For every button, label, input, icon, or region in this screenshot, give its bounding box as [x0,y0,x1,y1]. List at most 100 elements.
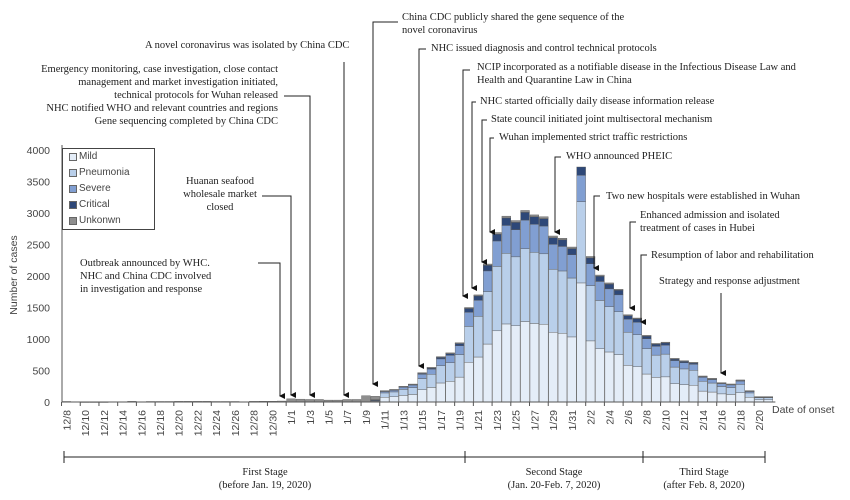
bar-segment-unkonwn [501,215,511,219]
bar-segment-unkonwn [454,342,465,344]
bar-segment-severe [623,318,633,333]
bar-segment-critical [511,222,521,230]
bar-segment-mild [511,325,521,403]
bar-segment-unkonwn [614,289,624,291]
legend-label: Mild [79,151,98,162]
annotation-pheic: WHO announced PHEIC [566,151,673,162]
x-tick-label: 1/7 [342,410,354,425]
annotation-hospitals: Two new hospitals were established in Wu… [606,191,801,202]
annotation-traffic: Wuhan implemented strict traffic restric… [499,132,688,143]
bar-segment-critical [473,295,483,301]
x-tick-label: 2/2 [586,410,598,425]
bar-segment-mild [698,390,708,403]
x-tick-label: 12/24 [211,410,223,436]
bar-segment-unkonwn [754,396,764,398]
bar-segment-critical [614,290,624,296]
bar-segment-severe [670,360,680,368]
x-tick-label: 1/3 [305,410,317,425]
x-tick-label: 12/12 [99,410,111,436]
bar-segment-severe [707,379,717,384]
annotation-line: NHC notified WHO and relevant countries … [46,103,278,114]
legend-item-pneumonia: Pneumonia [63,165,154,181]
bar-segment-pneumonia [445,362,455,382]
bar-segment-severe [557,246,568,272]
bar-segment-severe [464,312,474,327]
bar-segment-mild [417,389,427,403]
stage-name: Third Stage [679,467,729,478]
bar-segment-pneumonia [642,348,652,375]
arrow-enhanced [629,221,636,311]
annotation-line: novel coronavirus [402,25,478,36]
bar-segment-critical [501,217,511,226]
bar-segment-severe [717,383,727,387]
bar-segment-mild [539,323,549,403]
stage-period: (Jan. 20-Feb. 7, 2020) [507,480,601,491]
annotation-huanan: Huanan seafood wholesale market closed [178,175,262,214]
bar-segment-pneumonia [651,354,661,378]
bar-segment-pneumonia [389,391,399,397]
x-tick-label: 1/17 [436,410,448,431]
stage-third: Third Stage (after Feb. 8, 2020) [629,466,779,492]
bar-segment-severe [520,219,530,249]
bar-segment-mild [745,397,755,403]
x-tick-label: 2/18 [735,410,747,431]
legend-label: Critical [79,199,110,210]
bar-segment-unkonwn [679,360,689,362]
bar-segment-mild [408,394,418,403]
bar-segment-pneumonia [567,277,577,338]
bar-segment-pneumonia [408,387,418,395]
annotation-shared: China CDC publicly shared the gene seque… [402,11,624,37]
annotation-line: Huanan seafood [186,176,254,187]
bar-segment-mild [567,336,577,403]
x-tick-label: 2/6 [623,410,635,425]
bar-segment-mild [445,381,455,403]
y-tick-label: 2000 [27,271,51,283]
stage-second: Second Stage (Jan. 20-Feb. 7, 2020) [479,466,629,492]
y-tick-label: 3500 [27,177,51,189]
bar-segment-unkonwn [595,274,605,277]
x-tick-label: 12/8 [61,410,73,431]
y-axis-label: Number of cases [8,235,20,314]
x-tick-label: 12/28 [249,410,261,436]
bar-segment-pneumonia [557,270,568,334]
legend: Mild Pneumonia Severe Critical Unkonwn [62,148,155,230]
stage-bracket [63,451,766,463]
bar-segment-critical [604,283,614,290]
bar-segment-pneumonia [754,397,764,400]
bar-segment-pneumonia [745,392,755,398]
arrow-state [481,119,487,265]
x-tick-label: 1/13 [398,410,410,431]
legend-label: Unkonwn [79,215,121,226]
bar-segment-pneumonia [614,311,624,355]
bar-segment-unkonwn [726,383,736,385]
bar-segment-severe [426,368,437,375]
x-tick-label: 1/23 [492,410,504,431]
bar-segment-pneumonia [604,306,614,353]
arrow-shared [372,21,398,387]
arrow-daily [471,101,477,291]
annotation-enhanced: Enhanced admission and isolated treatmen… [640,209,780,235]
bar-segment-critical [539,218,549,227]
bar-segment-critical [567,248,577,255]
bar-segment-unkonwn [473,294,483,297]
annotation-line: Emergency monitoring, case investigation… [41,64,278,75]
x-tick-label: 2/8 [642,410,654,425]
bar-segment-critical [483,265,493,272]
bar-segment-unkonwn [623,314,633,316]
annotation-line: Outbreak announced by WHC. [80,258,210,269]
annotation-line: technical protocols for Wuhan released [114,90,278,101]
bar-segment-unkonwn [417,372,427,374]
bar-segment-mild [398,395,408,403]
bar-segment-severe [698,377,708,382]
annotation-line: NCIP incorporated as a notifiable diseas… [477,62,796,73]
bar-segment-unkonwn [763,396,774,398]
bar-segment-unkonwn [557,237,568,241]
stage-period: (before Jan. 19, 2020) [218,480,312,491]
bar-segment-severe [454,345,465,355]
bar-segment-unkonwn [520,210,530,213]
bar-segment-mild [642,373,652,403]
bar-segment-severe [567,254,577,279]
bar-segment-mild [679,384,689,403]
bar-segment-critical [557,239,568,247]
bar-segment-mild [651,377,661,403]
